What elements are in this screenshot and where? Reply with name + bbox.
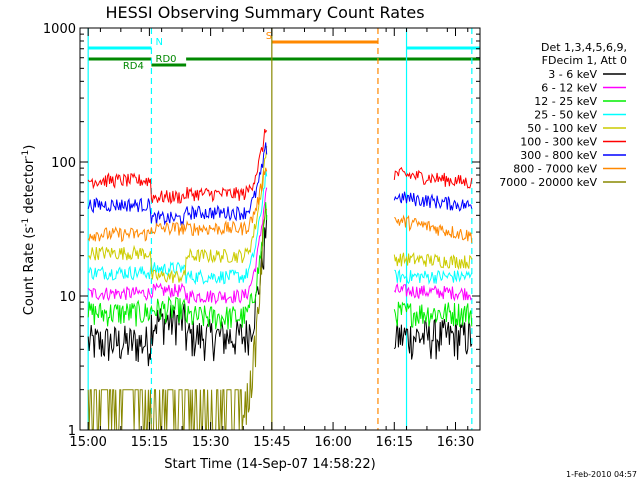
y-axis-title-part1: Count Rate (s (22, 227, 37, 316)
y-axis-title-part2: detector (22, 158, 37, 218)
legend-label-4: 50 - 100 keV (527, 122, 597, 135)
x-tick-label-1: 15:15 (131, 435, 168, 450)
y-tick-label-2: 100 (51, 156, 76, 171)
x-tick-label-2: 15:30 (192, 435, 229, 450)
x-tick-label-3: 15:45 (253, 435, 290, 450)
x-tick-label-0: 15:00 (69, 435, 106, 450)
generation-timestamp: 1-Feb-2010 04:57 (566, 470, 637, 479)
x-tick-label-6: 16:30 (437, 435, 474, 450)
y-axis-title-part3: ) (22, 145, 37, 150)
legend-header-1: FDecim 1, Att 0 (542, 54, 627, 67)
series-line-4-pre (88, 145, 268, 284)
series-line-0-pre (87, 215, 268, 367)
series-line-5-pre (87, 128, 268, 205)
y-tick-label-0: 1 (68, 424, 76, 439)
legend-label-8: 7000 - 20000 keV (499, 176, 597, 189)
y-tick-label-3: 1000 (43, 22, 76, 37)
series-line-3-pre (87, 168, 268, 286)
legend-label-6: 300 - 800 keV (520, 149, 597, 162)
flag-bars: N S RD0 RD4 (88, 31, 480, 72)
y-axis-title-sup1: -1 (21, 218, 31, 227)
legend-label-3: 25 - 50 keV (534, 109, 597, 122)
y-axis-title-sup2: -1 (21, 150, 31, 159)
series-line-1-pre (87, 187, 268, 305)
flag-label-s: S (266, 31, 272, 42)
series-line-1-post (393, 282, 473, 302)
legend-header-0: Det 1,3,4,5,6,9, (541, 41, 627, 54)
series-line-7-post (394, 214, 473, 244)
series-line-2-post (393, 301, 473, 328)
chart-title: HESSI Observing Summary Count Rates (105, 3, 424, 22)
series-line-2-pre (87, 202, 268, 330)
legend-label-1: 6 - 12 keV (541, 82, 597, 95)
flag-label-rd0: RD0 (156, 54, 177, 65)
legend-label-0: 3 - 6 keV (548, 68, 597, 81)
x-tick-label-5: 16:15 (376, 435, 413, 450)
legend-label-7: 800 - 7000 keV (513, 163, 597, 176)
series-line-6-post (393, 191, 473, 212)
y-tick-label-1: 10 (59, 290, 76, 305)
x-axis-title: Start Time (14-Sep-07 14:58:22) (164, 457, 375, 472)
y-axis-title: Count Rate (s-1 detector-1) (21, 145, 37, 316)
series-line-4-post (393, 251, 473, 271)
series-line-7-pre (87, 167, 268, 243)
flag-label-n: N (156, 37, 163, 48)
flag-label-rd4: RD4 (123, 61, 144, 72)
series-line-5-post (393, 166, 473, 189)
legend-label-5: 100 - 300 keV (520, 136, 597, 149)
series-line-0-post (393, 318, 473, 360)
plot-background (80, 28, 480, 430)
legend-label-2: 12 - 25 keV (534, 95, 597, 108)
plot-area (80, 28, 480, 430)
legend: Det 1,3,4,5,6,9,FDecim 1, Att 03 - 6 keV… (499, 41, 627, 189)
series-line-3-post (394, 269, 473, 285)
plot-frame (79, 27, 481, 431)
series-line-6-pre (87, 142, 268, 226)
x-tick-label-4: 16:00 (314, 435, 351, 450)
axes: 15:00 15:15 15:30 15:45 16:00 16:15 16:30 1 10 10… (43, 22, 481, 450)
